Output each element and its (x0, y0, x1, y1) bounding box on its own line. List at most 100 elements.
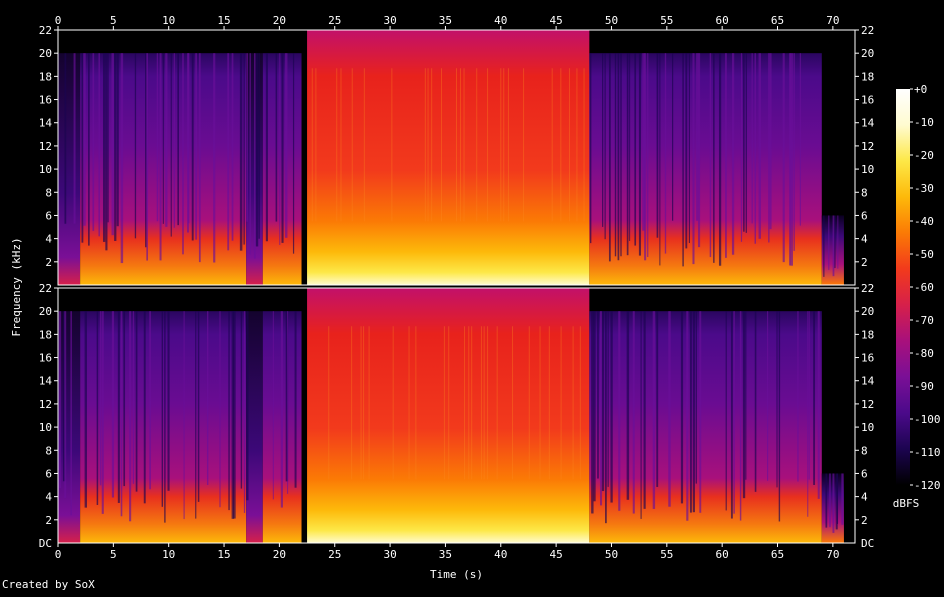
stripe (617, 53, 620, 261)
stripe (634, 53, 637, 246)
y-tick-label: 16 (39, 94, 52, 107)
stripe (441, 68, 443, 222)
y-tick-label: 14 (39, 375, 53, 388)
x-tick-label: 40 (494, 548, 507, 561)
stripe (164, 311, 166, 523)
stripe (167, 311, 170, 491)
y-tick-label: 10 (861, 163, 874, 176)
stripe (487, 326, 489, 480)
stripe (64, 311, 67, 499)
stripe (96, 311, 99, 505)
y-tick-label: DC (39, 537, 52, 550)
stripe (659, 53, 661, 266)
y-tick-label: 18 (39, 70, 52, 83)
segment-quiet (246, 311, 263, 543)
y-tick-label: 22 (39, 24, 52, 37)
x-tick-label: 70 (826, 548, 839, 561)
stripe (583, 68, 585, 222)
stripe (460, 68, 462, 222)
panel-frame (57, 29, 856, 286)
x-tick-label: 45 (550, 14, 563, 27)
stripe (496, 326, 498, 480)
stripe (829, 473, 831, 528)
stripe (197, 311, 200, 502)
stripe (415, 326, 417, 480)
x-tick-label: 15 (217, 14, 230, 27)
stripe (195, 53, 198, 240)
y-tick-label: 22 (861, 24, 874, 37)
colorbar-tick-label: -20 (914, 149, 934, 162)
credit-text: Created by SoX (2, 578, 95, 591)
stripe (351, 326, 353, 480)
y-tick-label: 14 (861, 117, 875, 130)
stripe (116, 53, 119, 227)
stripe (431, 68, 433, 222)
stripe (837, 215, 839, 269)
stripe (170, 53, 172, 237)
x-tick-label: 65 (771, 14, 784, 27)
stripe (626, 53, 629, 256)
y-tick-label: 16 (39, 352, 52, 365)
stripe (642, 53, 645, 231)
stripe (668, 311, 671, 507)
stripe (745, 53, 747, 233)
colorbar-tick-label: -80 (914, 347, 934, 360)
y-tick-label: 2 (45, 256, 52, 269)
colorbar-tick-label: -70 (914, 314, 934, 327)
stripe (275, 53, 278, 222)
stripe (692, 311, 695, 513)
stripe (279, 53, 281, 245)
stripe (98, 53, 100, 237)
stripe (799, 53, 801, 226)
stripe (643, 311, 646, 509)
stripe (560, 68, 562, 222)
stripe (455, 68, 457, 222)
stripe (767, 311, 769, 481)
stripe (560, 326, 562, 480)
stripe (709, 53, 712, 258)
stripe (129, 311, 132, 522)
x-tick-label: 30 (383, 548, 396, 561)
stripe (528, 326, 530, 480)
stripe (123, 311, 126, 487)
stripe (240, 311, 243, 489)
y-tick-label: 8 (45, 444, 52, 457)
stripe (145, 53, 147, 248)
stripe (281, 53, 284, 243)
stripe (149, 311, 151, 490)
panel-frame (57, 287, 856, 544)
y-tick-label: 10 (39, 421, 52, 434)
x-tick-label: 5 (110, 14, 117, 27)
stripe (111, 311, 115, 498)
stripe (107, 53, 109, 223)
stripe (686, 311, 689, 521)
stripe (292, 53, 295, 254)
stripe (604, 53, 606, 240)
stripe (443, 326, 445, 480)
stripe (156, 53, 159, 222)
stripe (697, 53, 701, 248)
stripe (70, 311, 72, 516)
stripe (597, 311, 599, 479)
segment-quiet (58, 53, 81, 285)
colorbar-tick-label: -110 (914, 446, 941, 459)
stripe (243, 311, 246, 513)
y-tick-label: 6 (45, 209, 52, 222)
stripe (834, 215, 836, 269)
stripe (249, 53, 251, 255)
stripe (188, 53, 190, 224)
x-tick-label: 5 (110, 548, 117, 561)
x-tick-label: 45 (550, 548, 563, 561)
stripe (832, 215, 835, 277)
stripe (605, 311, 607, 524)
stripe (620, 53, 622, 257)
stripe (778, 311, 781, 522)
colorbar-tick-label: -50 (914, 248, 934, 261)
y-axis-label: Frequency (kHz) (10, 237, 23, 336)
colorbar-tick-label: -90 (914, 380, 934, 393)
x-tick-label: 10 (162, 14, 175, 27)
stripe (228, 311, 230, 511)
stripe (725, 53, 727, 258)
colorbar-tick-label: -40 (914, 215, 934, 228)
